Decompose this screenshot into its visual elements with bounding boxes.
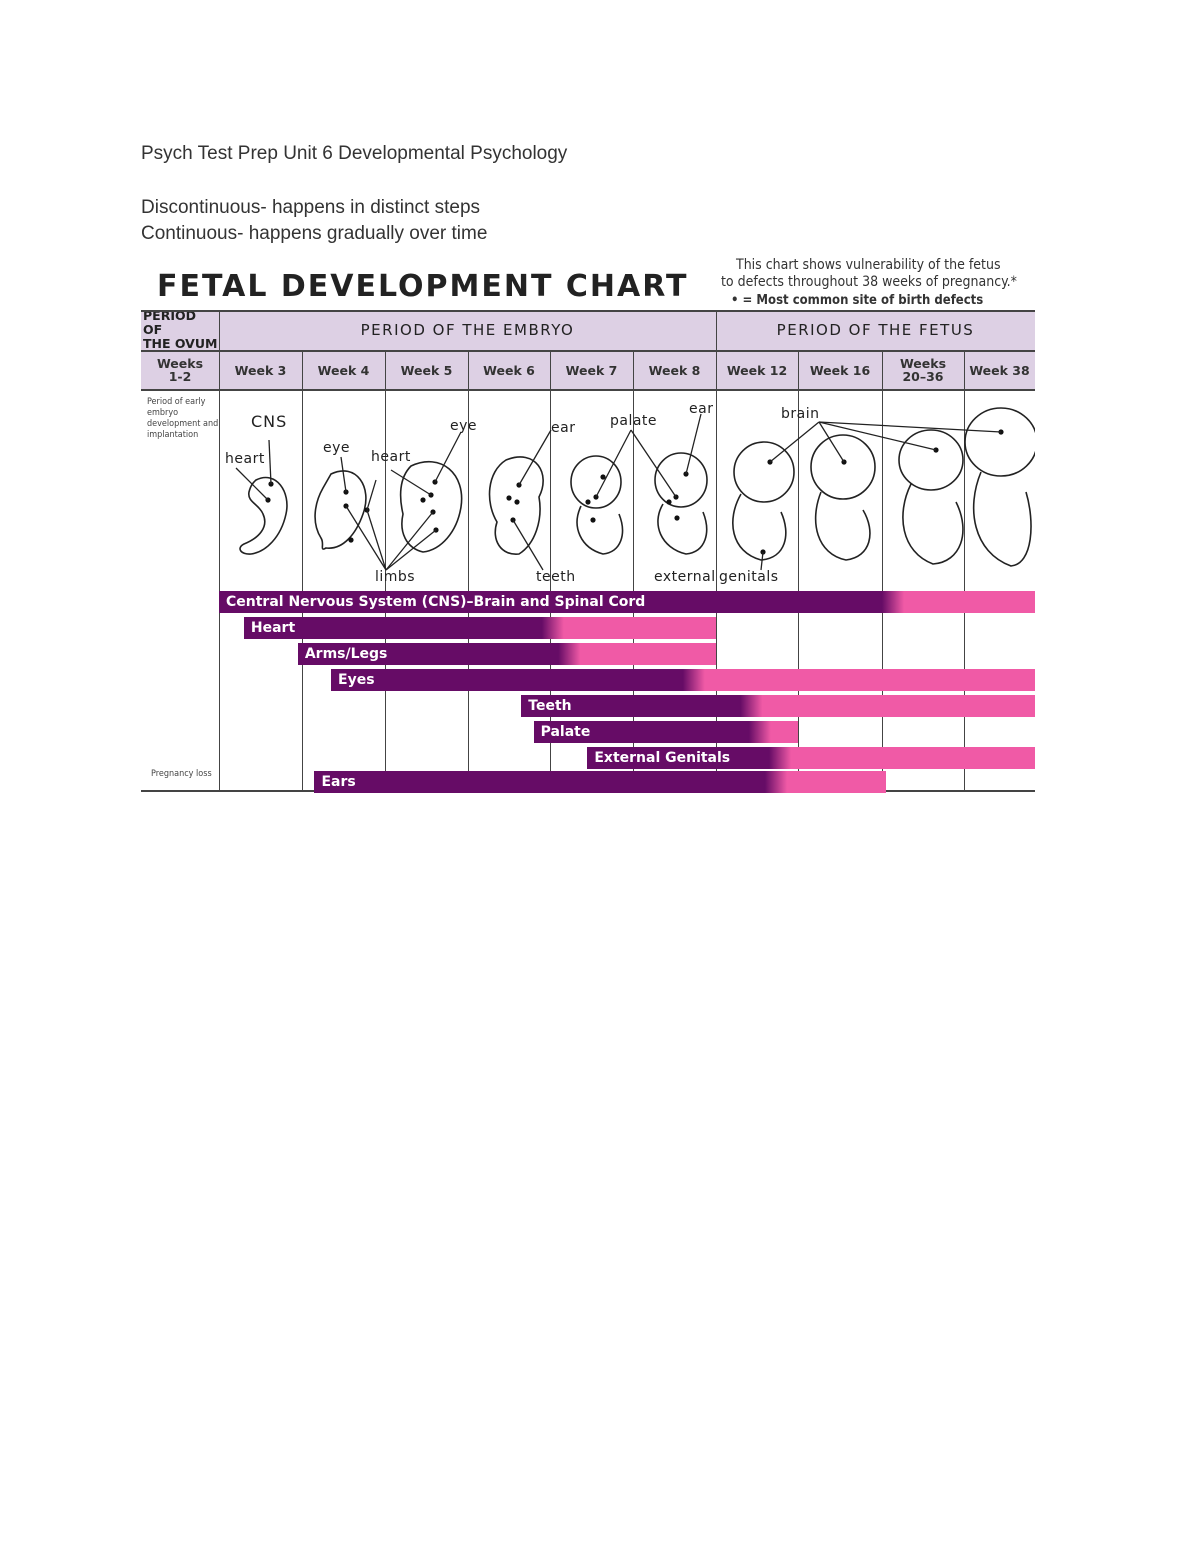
embryo-week6 — [488, 456, 544, 555]
grid-line — [141, 310, 1035, 312]
label-heart: heart — [225, 451, 265, 467]
week-header-cell: Week 38 — [969, 362, 1030, 378]
week-header-cell: Weeks 1-2 — [156, 356, 204, 384]
embryo-week5 — [399, 460, 463, 553]
sensitivity-bar: Central Nervous System (CNS)–Brain and S… — [219, 591, 1035, 613]
grid-line — [141, 389, 1035, 391]
embryo-illustrations — [235, 407, 1035, 571]
week-divider — [385, 351, 386, 791]
embryo-week8 — [654, 452, 708, 508]
label-limbs: limbs — [375, 569, 416, 585]
sensitivity-bar-label: Ears — [321, 774, 356, 790]
sensitivity-bar-label: Eyes — [338, 672, 375, 688]
chart-title: FETAL DEVELOPMENT CHART — [157, 269, 689, 304]
week-divider — [716, 310, 717, 791]
label-teeth: teeth — [536, 569, 576, 585]
pointer-lines — [235, 413, 1002, 571]
label-ear: ear — [551, 420, 576, 436]
sensitivity-bar-label: Central Nervous System (CNS)–Brain and S… — [226, 594, 646, 610]
document-title: Psych Test Prep Unit 6 Developmental Psy… — [141, 143, 568, 164]
label-eye: eye — [450, 418, 478, 434]
week-header-cell: Weeks 20–36 — [899, 356, 947, 384]
sensitivity-bar-label: Palate — [540, 724, 591, 740]
sensitivity-bar-label: Arms/Legs — [304, 646, 388, 662]
chart-note-line: to defects throughout 38 weeks of pregna… — [721, 274, 1017, 290]
label-cns: CNS — [251, 412, 288, 431]
label-palate: palate — [610, 413, 658, 429]
embryo-week3 — [239, 476, 288, 555]
week-divider — [302, 351, 303, 791]
pregnancy-loss-label: Pregnancy loss — [151, 769, 212, 779]
week-divider — [964, 351, 965, 791]
week-divider — [798, 351, 799, 791]
week-divider — [882, 351, 883, 791]
chart-note-line: This chart shows vulnerability of the fe… — [736, 257, 1001, 273]
definition-continuous: Continuous- happens gradually over time — [141, 223, 488, 244]
label-ear: ear — [689, 401, 714, 417]
period-fetus-label: PERIOD OF THE FETUS — [776, 320, 975, 339]
week-header-cell: Week 8 — [648, 362, 701, 378]
sensitivity-bar: Ears — [314, 771, 887, 793]
week-header-cell: Week 5 — [400, 362, 453, 378]
sensitivity-bar: Arms/Legs — [297, 643, 716, 665]
week-header-cell: Week 4 — [317, 362, 370, 378]
sensitivity-bar: Teeth — [521, 695, 1035, 717]
sensitivity-bar-label: Heart — [250, 620, 296, 636]
embryo-week16 — [810, 434, 876, 500]
fetus-week38 — [964, 407, 1035, 477]
period-note: Period of early embryo development and i… — [147, 397, 219, 440]
period-embryo-label: PERIOD OF THE EMBRYO — [360, 320, 575, 339]
week-header-cell: Week 6 — [483, 362, 535, 378]
embryo-week12 — [733, 441, 795, 503]
embryo-week4 — [314, 470, 367, 550]
fetal-development-chart: FETAL DEVELOPMENT CHART This chart shows… — [141, 252, 1035, 794]
week-header-cell: Week 7 — [565, 362, 618, 378]
embryo-week7 — [570, 455, 622, 509]
embryo-drawings — [239, 407, 1035, 567]
week-divider — [219, 310, 220, 791]
week-divider — [550, 351, 551, 791]
week-header-cell: Week 3 — [234, 362, 287, 378]
label-eye: eye — [323, 440, 351, 456]
sensitivity-bar-label: External Genitals — [594, 750, 731, 766]
label-genitals: genitals — [719, 569, 779, 585]
definition-discontinuous: Discontinuous- happens in distinct steps — [141, 197, 481, 218]
week-header-cell: Week 16 — [809, 362, 871, 378]
week-divider — [633, 351, 634, 791]
label-brain: brain — [781, 406, 820, 422]
sensitivity-bar: Palate — [533, 721, 798, 743]
fetus-weeks20-36 — [898, 429, 964, 491]
label-heart: heart — [371, 449, 411, 465]
week-header-row — [141, 351, 1035, 390]
sensitivity-bar: Heart — [243, 617, 716, 639]
label-external: external — [654, 569, 716, 585]
sensitivity-bar: External Genitals — [587, 747, 1035, 769]
week-header-cell: Week 12 — [726, 362, 788, 378]
grid-line — [141, 350, 1035, 352]
week-divider — [468, 351, 469, 791]
period-ovum-label: PERIOD OF THE OVUM — [143, 307, 218, 351]
sensitivity-bar: Eyes — [331, 669, 1035, 691]
chart-note-legend: • = Most common site of birth defects — [731, 293, 984, 308]
sensitivity-bar-label: Teeth — [528, 698, 572, 714]
